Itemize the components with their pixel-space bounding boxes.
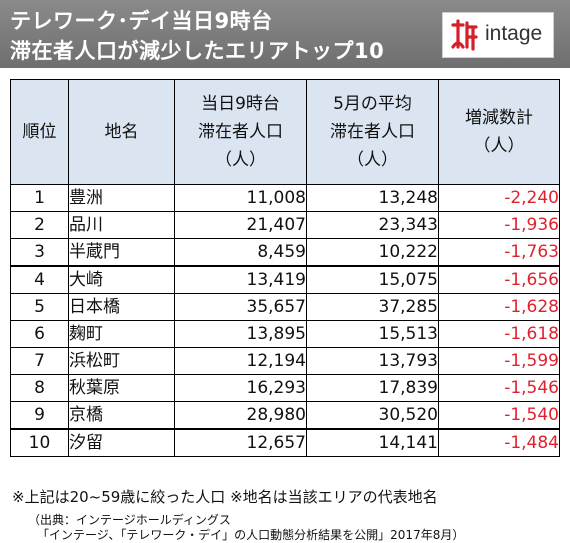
may-average-cell: 13,248 (306, 184, 439, 212)
day-population-cell: 21,407 (174, 211, 307, 239)
change-cell: -1,599 (438, 347, 560, 375)
day-population-cell: 16,293 (174, 374, 307, 402)
day-population-cell: 12,657 (174, 428, 307, 457)
day-population-cell: 8,459 (174, 238, 307, 267)
header-rank: 順位 (10, 79, 69, 185)
intage-logo: intage (442, 12, 554, 58)
area-cell: 日本橋 (68, 293, 175, 321)
change-cell: -1,763 (438, 238, 560, 267)
rank-cell: 5 (10, 293, 69, 321)
may-average-cell: 13,793 (306, 347, 439, 375)
change-cell: -1,936 (438, 211, 560, 239)
area-cell: 汐留 (68, 428, 175, 457)
change-cell: -1,540 (438, 401, 560, 430)
intage-logo-mark-icon (451, 19, 478, 51)
day-population-cell: 28,980 (174, 401, 307, 430)
area-cell: 京橋 (68, 401, 175, 430)
day-population-cell: 35,657 (174, 293, 307, 321)
title-banner: テレワーク･デイ当日9時台 滞在者人口が減少したエリアトップ10 intage (0, 0, 570, 68)
table-row: 7 浜松町 12,194 13,793 -1,599 (10, 347, 560, 375)
header-area: 地名 (68, 79, 175, 185)
may-average-cell: 23,343 (306, 211, 439, 239)
table-row: 2 品川 21,407 23,343 -1,936 (10, 211, 560, 239)
change-cell: -1,484 (438, 428, 560, 457)
area-cell: 豊洲 (68, 184, 175, 212)
may-average-cell: 14,141 (306, 428, 439, 457)
change-cell: -1,656 (438, 265, 560, 294)
source-line-1: （出典：インテージホールディングス (28, 513, 231, 527)
day-population-cell: 12,194 (174, 347, 307, 375)
area-cell: 大崎 (68, 265, 175, 294)
may-average-cell: 10,222 (306, 238, 439, 267)
table-row: 4 大崎 13,419 15,075 -1,656 (10, 265, 560, 294)
change-cell: -1,546 (438, 374, 560, 402)
day-population-cell: 11,008 (174, 184, 307, 212)
table-row: 10 汐留 12,657 14,141 -1,484 (10, 428, 560, 457)
header-change: 増減数計 （人） (438, 79, 560, 185)
rank-cell: 4 (10, 265, 69, 294)
may-average-cell: 30,520 (306, 401, 439, 430)
title-line-2: 滞在者人口が減少したエリアトップ10 (10, 39, 385, 63)
header-day-population: 当日9時台 滞在者人口 （人） (174, 79, 307, 185)
title-line-1: テレワーク･デイ当日9時台 (10, 9, 273, 33)
day-population-cell: 13,895 (174, 320, 307, 348)
rank-cell: 10 (10, 428, 69, 457)
area-cell: 麹町 (68, 320, 175, 348)
rank-cell: 1 (10, 184, 69, 212)
may-average-cell: 37,285 (306, 293, 439, 321)
change-cell: -1,618 (438, 320, 560, 348)
area-cell: 半蔵門 (68, 238, 175, 267)
table-row: 8 秋葉原 16,293 17,839 -1,546 (10, 374, 560, 402)
header-may-average: 5月の平均 滞在者人口 （人） (306, 79, 439, 185)
area-cell: 浜松町 (68, 347, 175, 375)
intage-logo-text: intage (485, 22, 543, 45)
rank-cell: 6 (10, 320, 69, 348)
may-average-cell: 15,513 (306, 320, 439, 348)
table-row: 5 日本橋 35,657 37,285 -1,628 (10, 293, 560, 321)
day-population-cell: 13,419 (174, 265, 307, 294)
rank-cell: 3 (10, 238, 69, 267)
area-cell: 秋葉原 (68, 374, 175, 402)
table-header-row: 順位 地名 当日9時台 滞在者人口 （人） 5月の平均 滞在者人口 （人） 増減… (10, 79, 560, 185)
table-row: 9 京橋 28,980 30,520 -1,540 (10, 401, 560, 430)
table-row: 3 半蔵門 8,459 10,222 -1,763 (10, 238, 560, 267)
ranking-table: 順位 地名 当日9時台 滞在者人口 （人） 5月の平均 滞在者人口 （人） 増減… (10, 79, 560, 457)
table-row: 6 麹町 13,895 15,513 -1,618 (10, 320, 560, 348)
footnote: ※上記は20~59歳に絞った人口 ※地名は当該エリアの代表地名 (12, 488, 438, 506)
change-cell: -1,628 (438, 293, 560, 321)
table-row: 1 豊洲 11,008 13,248 -2,240 (10, 184, 560, 212)
change-cell: -2,240 (438, 184, 560, 212)
rank-cell: 8 (10, 374, 69, 402)
area-cell: 品川 (68, 211, 175, 239)
rank-cell: 7 (10, 347, 69, 375)
may-average-cell: 15,075 (306, 265, 439, 294)
source-line-2: 「インテージ、「テレワーク・デイ」の人口動態分析結果を公開」2017年8月） (37, 528, 465, 542)
rank-cell: 9 (10, 401, 69, 430)
may-average-cell: 17,839 (306, 374, 439, 402)
rank-cell: 2 (10, 211, 69, 239)
